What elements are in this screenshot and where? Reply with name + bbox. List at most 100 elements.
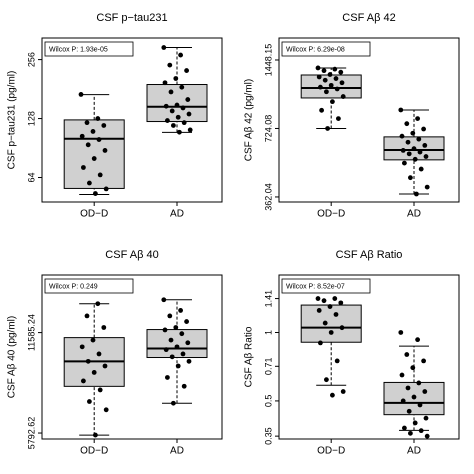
data-point xyxy=(85,358,91,364)
data-point xyxy=(180,351,186,357)
annotation: Wilcox P: 0.249 xyxy=(49,283,98,290)
data-point xyxy=(408,175,413,181)
data-point xyxy=(102,363,108,369)
x-tick-label: AD xyxy=(407,446,421,457)
panel: CSF Aβ 42 CSF Aβ 42 (pg/ml) 362.04 724.08 14… xyxy=(244,12,460,220)
data-point xyxy=(97,172,103,178)
data-point xyxy=(422,389,428,394)
data-point xyxy=(168,337,174,343)
data-point xyxy=(334,358,340,364)
data-point xyxy=(103,186,109,192)
data-point xyxy=(96,137,102,142)
data-point xyxy=(180,105,186,111)
data-point xyxy=(412,156,418,162)
plot-frame xyxy=(41,37,223,203)
data-point xyxy=(186,111,192,117)
data-point xyxy=(79,344,85,350)
data-point xyxy=(338,69,344,75)
y-tick-label: 1.41 xyxy=(263,290,273,308)
y-tick-label: 1448.15 xyxy=(263,44,273,77)
box xyxy=(146,329,208,359)
data-point xyxy=(400,147,406,153)
data-point xyxy=(175,114,181,120)
data-point xyxy=(97,387,103,393)
data-point xyxy=(84,313,90,319)
y-axis-label: CSF Aβ 42 (pg/ml) xyxy=(244,79,255,161)
data-point xyxy=(416,136,422,142)
y-tick-label: 362.04 xyxy=(263,183,273,211)
y-tick-label: 64 xyxy=(26,173,36,183)
data-point xyxy=(169,354,175,360)
data-point xyxy=(167,62,173,68)
data-point xyxy=(165,375,170,380)
y-tick-label: 1 xyxy=(263,330,273,335)
data-point xyxy=(333,312,339,317)
data-point xyxy=(167,313,173,319)
y-tick-label: 11585.24 xyxy=(26,314,36,351)
data-point xyxy=(84,120,90,126)
panel: CSF p−tau231 CSF p−tau231 (pg/ml) 64 128 256… xyxy=(7,12,223,220)
data-point xyxy=(171,400,176,406)
data-point xyxy=(398,330,404,335)
data-point xyxy=(174,344,180,350)
x-tick-label: OD−D xyxy=(317,209,345,220)
panel: CSF Aβ 40 CSF Aβ 40 (pg/ml) 5792.62 11585.2… xyxy=(7,249,223,457)
data-point xyxy=(411,394,417,400)
data-point xyxy=(187,127,193,133)
data-point xyxy=(330,392,335,398)
data-point xyxy=(336,116,341,122)
data-point xyxy=(415,337,420,343)
data-point xyxy=(318,84,323,90)
data-point xyxy=(177,129,182,135)
annotation-box xyxy=(44,278,134,294)
data-point xyxy=(412,420,418,426)
data-point xyxy=(168,89,174,95)
data-point xyxy=(184,319,190,324)
data-point xyxy=(418,428,424,434)
annotation: Wilcox P: 6.29e-08 xyxy=(286,46,345,53)
data-point xyxy=(87,399,92,404)
data-point xyxy=(162,80,168,86)
data-point xyxy=(399,372,405,378)
data-point xyxy=(327,72,333,77)
data-point xyxy=(338,300,344,306)
data-point xyxy=(404,121,410,127)
data-point xyxy=(103,407,109,413)
panel-title: CSF p−tau231 xyxy=(96,12,167,24)
data-point xyxy=(423,154,429,159)
data-point xyxy=(406,408,412,414)
data-point xyxy=(95,301,101,307)
x-tick-label: AD xyxy=(407,209,421,220)
data-point xyxy=(91,370,97,375)
y-axis-label: CSF Aβ 40 (pg/ml) xyxy=(7,316,18,398)
data-point xyxy=(410,365,416,371)
data-point xyxy=(169,108,175,114)
data-point xyxy=(321,68,327,74)
x-tick-label: OD−D xyxy=(80,446,108,457)
data-point xyxy=(410,130,416,136)
data-point xyxy=(423,415,429,421)
data-point xyxy=(85,142,91,148)
panel-title: CSF Aβ 40 xyxy=(105,249,158,261)
data-point xyxy=(402,425,407,431)
data-point xyxy=(334,86,340,92)
y-tick-label: 0.5 xyxy=(263,395,273,408)
data-point xyxy=(406,151,412,157)
data-point xyxy=(91,156,97,161)
data-point xyxy=(78,92,84,97)
data-point xyxy=(339,80,345,86)
data-point xyxy=(181,120,187,126)
data-point xyxy=(332,296,338,301)
data-point xyxy=(319,107,324,113)
data-point xyxy=(402,160,407,166)
data-point xyxy=(321,298,327,304)
x-tick-label: OD−D xyxy=(317,446,345,457)
data-point xyxy=(186,358,192,364)
data-point xyxy=(173,76,179,81)
data-point xyxy=(340,94,346,99)
data-point xyxy=(179,84,185,90)
data-point xyxy=(79,133,85,139)
y-tick-label: 0.35 xyxy=(263,427,273,445)
data-point xyxy=(93,432,98,438)
data-point xyxy=(324,89,329,95)
